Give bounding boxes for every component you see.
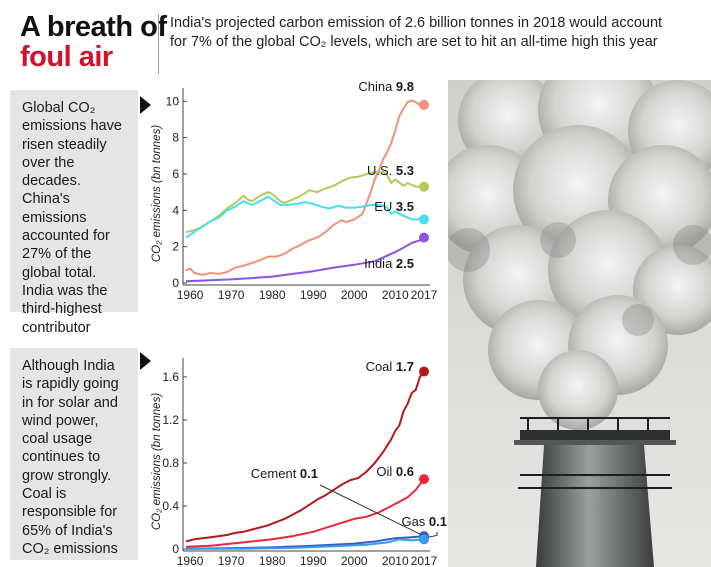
y-tick-label: 2 [172,240,179,254]
x-tick-label: 1970 [218,554,245,567]
x-tick-label: 2010 [382,554,409,567]
y-tick-label: 0 [172,276,179,290]
y-tick-label: 1.2 [162,413,179,427]
x-tick-label: 1970 [218,288,245,302]
series-end-marker [419,474,429,485]
pointer-arrow-icon [140,96,151,114]
y-tick-label: 0.4 [162,499,179,513]
series-label: China 9.8 [358,79,414,94]
headline-line-1: A breath of [20,11,167,43]
y-tick-label: 6 [172,167,179,181]
series-line-us [185,171,424,234]
y-axis-label: CO₂ emissions (bn tonnes) [151,393,163,530]
y-tick-label: 0 [172,542,179,556]
x-tick-label: 2000 [341,554,368,567]
y-axis-label: CO₂ emissions (bn tonnes) [151,125,163,262]
series-label: Oil 0.6 [376,464,414,479]
series-end-marker [419,232,429,243]
x-tick-label: 1960 [177,288,204,302]
series-label: Gas 0.1 [401,514,447,529]
y-tick-label: 0.8 [162,456,179,470]
x-tick-label: 1980 [259,288,286,302]
x-tick-label: 1960 [177,554,204,567]
y-tick-label: 10 [166,94,180,108]
y-tick-label: 8 [172,131,179,145]
headline-line-2: foul air [20,41,113,73]
y-tick-label: 4 [172,203,179,217]
series-line-gas [185,538,425,550]
series-line-eu [185,195,424,239]
series-label: EU 3.5 [374,199,414,214]
leader-line [427,532,438,538]
headline: A breath of foul air [20,11,167,73]
series-line-china [185,99,424,276]
x-tick-label: 1990 [300,554,327,567]
series-line-coal [185,370,425,543]
series-label: Coal 1.7 [366,359,414,374]
x-tick-label: 2000 [341,288,368,302]
smokestack-illustration [448,80,711,567]
series-label: Cement 0.1 [251,466,318,481]
leader-line [319,484,421,535]
x-tick-label: 1980 [259,554,286,567]
x-tick-label: 2017 [411,288,438,302]
x-tick-label: 2017 [411,554,438,567]
y-tick-label: 1.6 [162,370,179,384]
series-line-india [185,236,425,283]
header-divider [158,14,159,74]
x-tick-label: 2010 [382,288,409,302]
series-end-marker [419,214,429,225]
note-global-emissions: Global CO₂ emissions have risen steadily… [10,90,138,336]
series-label: India 2.5 [364,256,414,271]
subtitle: India's projected carbon emission of 2.6… [170,15,663,50]
series-end-marker [419,366,429,377]
series-line-oil [185,478,425,548]
x-tick-label: 1990 [300,288,327,302]
note-india-coal: Although India is rapidly going in for s… [10,348,138,560]
series-end-marker [419,181,429,192]
series-end-marker [419,534,429,545]
series-end-marker [419,99,429,110]
series-label: U.S. 5.3 [367,163,414,178]
pointer-arrow-icon [140,352,151,370]
